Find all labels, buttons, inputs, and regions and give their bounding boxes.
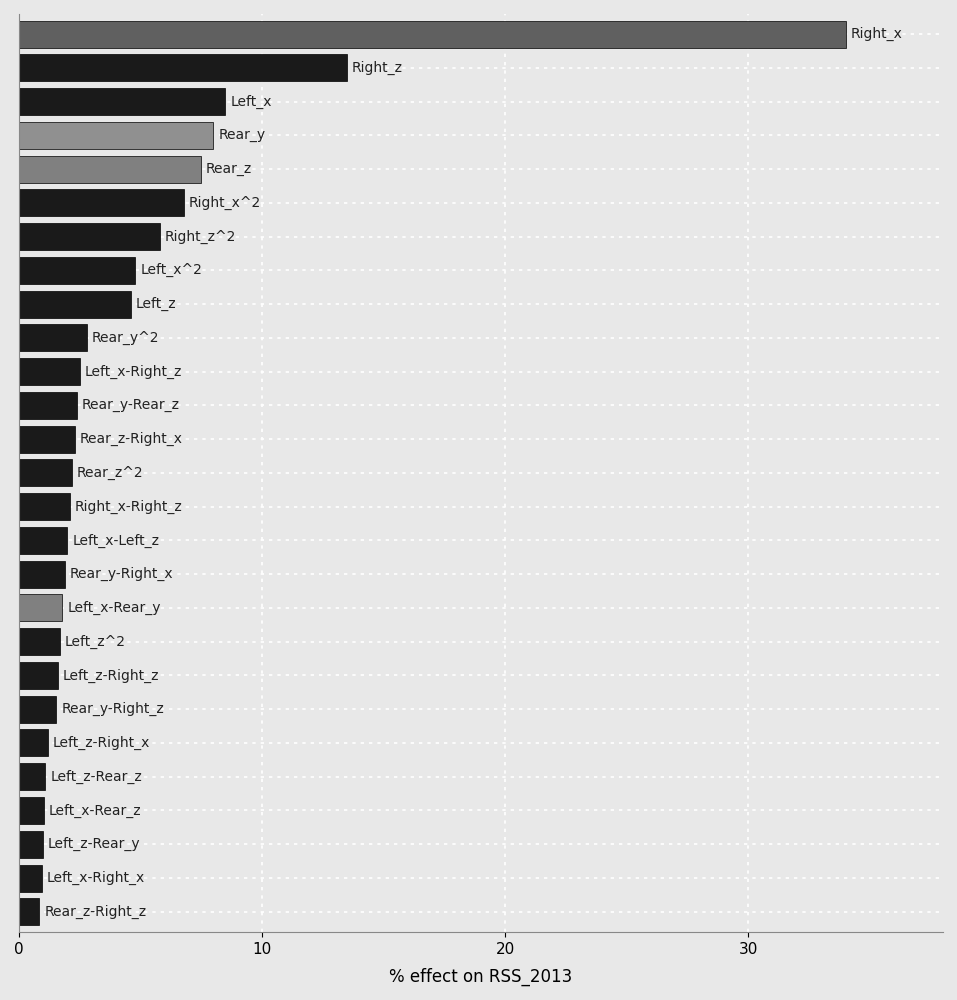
Text: Left_x^2: Left_x^2 [141, 263, 202, 277]
Bar [19, 156, 201, 183]
Bar [19, 324, 87, 351]
Bar [19, 189, 184, 216]
Bar [19, 392, 78, 419]
Bar [19, 493, 70, 520]
Text: Rear_y-Right_x: Rear_y-Right_x [70, 567, 173, 581]
Bar [19, 561, 65, 588]
Bar [19, 358, 79, 385]
Text: Rear_z-Right_x: Rear_z-Right_x [79, 432, 183, 446]
Bar [19, 797, 44, 824]
Bar [19, 54, 347, 81]
Bar [19, 459, 72, 486]
Text: Left_x-Rear_y: Left_x-Rear_y [67, 601, 161, 615]
Text: Rear_z-Right_z: Rear_z-Right_z [44, 905, 146, 919]
Text: Rear_y-Rear_z: Rear_y-Rear_z [82, 398, 180, 412]
Bar [19, 898, 39, 925]
Text: Left_x-Rear_z: Left_x-Rear_z [49, 803, 142, 818]
Bar [19, 865, 42, 892]
Bar [19, 696, 56, 723]
Text: Right_z^2: Right_z^2 [165, 230, 236, 244]
Bar [19, 729, 48, 756]
Text: Left_x: Left_x [231, 95, 272, 109]
Text: Right_x-Right_z: Right_x-Right_z [75, 500, 183, 514]
Text: Right_x^2: Right_x^2 [189, 196, 261, 210]
Bar [19, 223, 160, 250]
Text: Left_z-Rear_z: Left_z-Rear_z [51, 770, 142, 784]
Text: Rear_y^2: Rear_y^2 [92, 331, 159, 345]
Text: Left_z-Rear_y: Left_z-Rear_y [48, 837, 141, 851]
Text: Left_x-Left_z: Left_x-Left_z [72, 533, 159, 548]
Text: Left_z-Right_z: Left_z-Right_z [62, 668, 159, 683]
Bar [19, 291, 130, 318]
Bar [19, 122, 213, 149]
Text: Rear_y: Rear_y [218, 128, 265, 142]
Text: Left_z: Left_z [136, 297, 176, 311]
Text: Rear_z^2: Rear_z^2 [78, 466, 144, 480]
Bar [19, 831, 43, 858]
Text: Left_z-Right_x: Left_z-Right_x [53, 736, 150, 750]
X-axis label: % effect on RSS_2013: % effect on RSS_2013 [389, 968, 572, 986]
Bar [19, 88, 226, 115]
Text: Right_z: Right_z [352, 61, 403, 75]
Bar [19, 628, 60, 655]
Text: Left_x-Right_z: Left_x-Right_z [84, 365, 182, 379]
Bar [19, 662, 57, 689]
Text: Right_x: Right_x [851, 27, 902, 41]
Bar [19, 21, 846, 48]
Bar [19, 426, 75, 453]
Text: Rear_z: Rear_z [206, 162, 253, 176]
Bar [19, 257, 136, 284]
Bar [19, 594, 62, 621]
Text: Left_x-Right_x: Left_x-Right_x [47, 871, 145, 885]
Bar [19, 527, 67, 554]
Bar [19, 763, 46, 790]
Text: Rear_y-Right_z: Rear_y-Right_z [61, 702, 164, 716]
Text: Left_z^2: Left_z^2 [65, 635, 126, 649]
